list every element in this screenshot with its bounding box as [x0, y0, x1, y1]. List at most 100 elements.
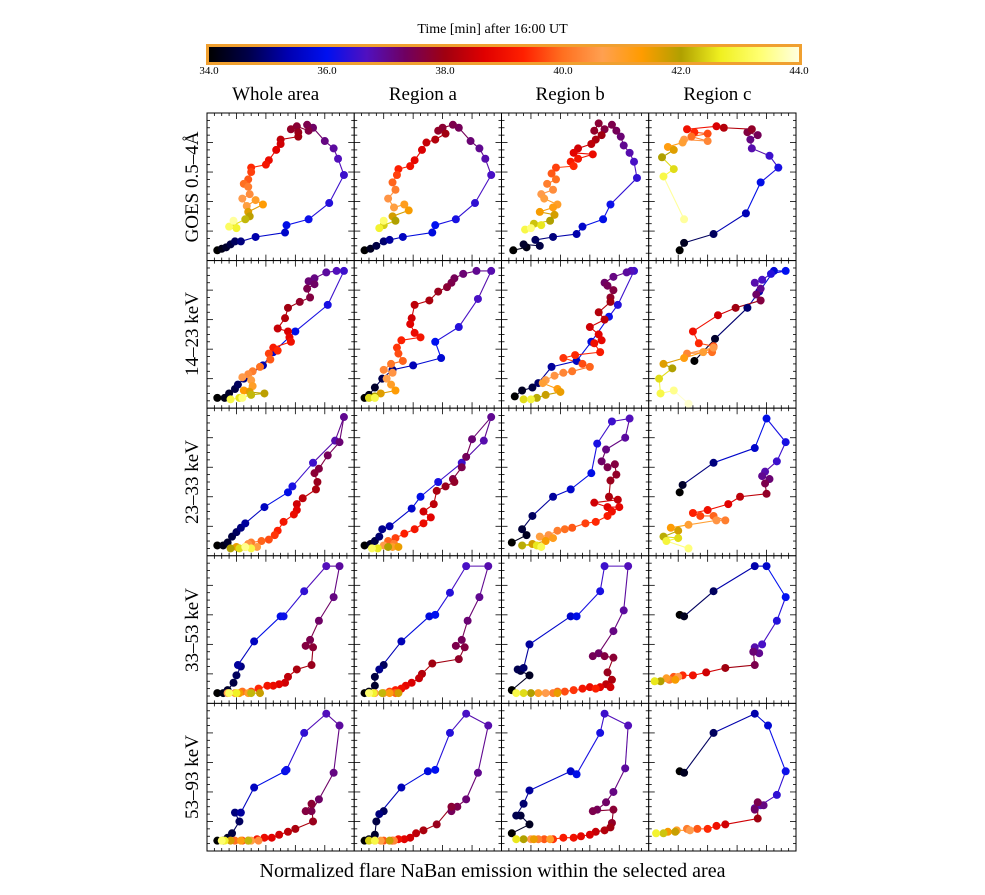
data-point [609, 653, 618, 662]
data-point [372, 817, 381, 826]
data-point [454, 323, 463, 332]
data-point [659, 359, 668, 368]
data-point [260, 389, 269, 398]
data-point [261, 160, 270, 169]
panel-frame [206, 407, 355, 557]
panel [353, 112, 502, 262]
data-point [419, 507, 428, 516]
data-point [678, 138, 687, 147]
trajectory-segment [327, 270, 345, 306]
data-point [370, 383, 379, 392]
data-point [398, 356, 407, 365]
data-point [232, 671, 241, 680]
data-point [409, 361, 418, 370]
trajectory-segment [237, 641, 255, 666]
data-point [445, 588, 454, 597]
panel [206, 260, 355, 409]
data-point [378, 525, 387, 534]
data-point [566, 612, 575, 621]
data-point [594, 649, 603, 658]
data-point [510, 392, 519, 401]
data-point [758, 640, 767, 649]
data-point [684, 520, 693, 529]
data-point [519, 395, 528, 404]
data-point [559, 833, 568, 842]
data-point [432, 820, 441, 829]
data-point [560, 525, 569, 534]
data-point [709, 728, 718, 737]
data-point [684, 399, 693, 408]
trajectory-segment [449, 713, 467, 734]
data-point [772, 457, 781, 466]
data-point [616, 132, 625, 141]
data-point [379, 365, 388, 374]
data-point [407, 504, 416, 513]
trajectory-segment [575, 351, 601, 356]
data-point [688, 671, 697, 680]
trajectory-segment [761, 620, 778, 645]
data-point [528, 383, 537, 392]
data-point [600, 652, 609, 661]
data-point [680, 612, 689, 621]
trajectory-segment [401, 615, 430, 642]
data-point [391, 185, 400, 194]
data-point [669, 386, 678, 395]
data-point [260, 833, 269, 842]
trajectory-segment [434, 592, 451, 616]
data-point [703, 129, 712, 138]
trajectory-segment [590, 443, 598, 474]
trajectory-segment [570, 472, 592, 490]
trajectory-segment [576, 341, 592, 362]
data-point [699, 348, 708, 357]
data-point [241, 215, 250, 224]
data-point [372, 241, 381, 250]
data-point [756, 284, 765, 293]
data-point [526, 224, 535, 233]
x-axis-label: Normalized flare NaBan emission within t… [259, 860, 726, 882]
data-point [577, 832, 586, 841]
data-point [238, 373, 247, 382]
data-point [541, 689, 550, 698]
data-point [675, 488, 684, 497]
panel [206, 555, 355, 704]
column-title: Whole area [232, 84, 320, 105]
data-point [609, 272, 618, 281]
data-point [680, 215, 689, 224]
data-point [428, 228, 437, 237]
data-point [597, 457, 606, 466]
trajectory-segment [318, 772, 335, 800]
data-point [391, 216, 400, 225]
data-point [525, 820, 534, 829]
data-point [560, 687, 569, 696]
data-point [298, 494, 307, 503]
data-point [415, 674, 424, 683]
data-point [457, 463, 466, 472]
data-point [531, 235, 540, 244]
column-title: Region a [388, 84, 457, 105]
data-point [244, 836, 253, 845]
data-point [238, 194, 247, 203]
data-point [668, 364, 677, 373]
data-point [410, 156, 419, 165]
data-point [283, 488, 292, 497]
data-point [578, 222, 587, 231]
data-point [750, 562, 759, 571]
trajectory-segment [576, 590, 601, 617]
trajectory-segment [714, 307, 748, 340]
trajectory-segment [303, 565, 327, 592]
data-point [606, 297, 615, 306]
data-point [568, 523, 577, 532]
data-point [750, 661, 759, 670]
panel [648, 112, 797, 262]
data-point [572, 612, 581, 621]
data-point [656, 389, 665, 398]
data-point [758, 275, 767, 284]
data-point [236, 836, 245, 845]
data-point [416, 333, 425, 342]
trajectory-segment [754, 418, 768, 449]
data-point [309, 643, 318, 652]
data-point [535, 241, 544, 250]
panel [648, 555, 797, 704]
data-point [671, 675, 680, 684]
